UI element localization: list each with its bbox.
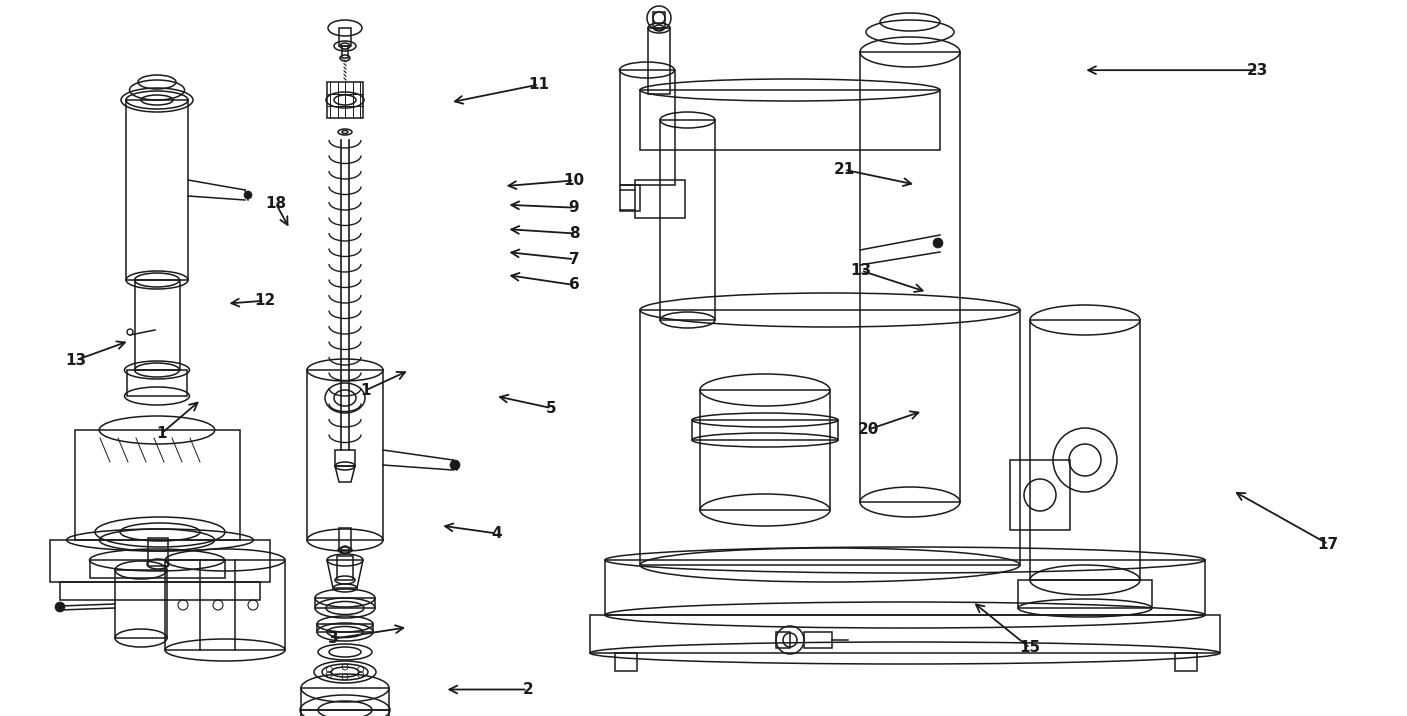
Text: 9: 9 [568, 200, 580, 215]
Text: 7: 7 [568, 252, 580, 266]
Text: 4: 4 [491, 526, 502, 541]
Text: 17: 17 [1317, 537, 1339, 551]
Bar [777, 632, 789, 648]
Bar [301, 710, 388, 716]
Circle shape [450, 460, 460, 470]
Bar [148, 538, 167, 566]
Bar [115, 570, 167, 638]
Text: 8: 8 [568, 226, 580, 241]
Circle shape [55, 602, 65, 612]
Bar [701, 390, 830, 510]
Bar [640, 310, 1020, 565]
Bar [338, 556, 353, 580]
Text: 1: 1 [156, 426, 167, 440]
Text: 10: 10 [563, 173, 585, 188]
Text: 2: 2 [522, 682, 533, 697]
Text: 23: 23 [1247, 63, 1269, 77]
Bar [317, 624, 373, 632]
Bar [1030, 320, 1140, 580]
Bar [339, 528, 350, 550]
Bar [335, 450, 355, 466]
Text: 12: 12 [253, 294, 276, 308]
Bar [653, 12, 666, 28]
Text: 20: 20 [857, 422, 879, 437]
Bar [315, 598, 376, 608]
Bar [615, 653, 637, 671]
Bar [1010, 460, 1069, 530]
Bar [1019, 580, 1152, 608]
Text: 1: 1 [360, 383, 371, 397]
Bar [342, 46, 348, 58]
Text: 13: 13 [850, 263, 872, 278]
Bar [165, 560, 286, 650]
Bar [1175, 653, 1197, 671]
Bar [127, 370, 187, 396]
Bar [635, 180, 685, 218]
Bar [301, 688, 388, 710]
Bar [135, 280, 180, 370]
Text: 6: 6 [568, 278, 580, 292]
Text: 15: 15 [1019, 641, 1041, 655]
Text: 5: 5 [546, 401, 557, 415]
Circle shape [933, 238, 943, 248]
Bar [620, 185, 640, 211]
Bar [660, 120, 715, 320]
Text: 18: 18 [265, 196, 287, 211]
Bar [339, 28, 350, 46]
Bar [640, 90, 940, 150]
Circle shape [127, 329, 134, 335]
Circle shape [243, 191, 252, 199]
Bar [75, 430, 241, 540]
Bar [326, 82, 363, 118]
Bar [620, 70, 675, 185]
Text: 13: 13 [65, 353, 87, 367]
Bar [605, 560, 1204, 615]
Bar [61, 582, 260, 600]
Bar [803, 632, 832, 648]
Bar [51, 540, 270, 582]
Text: 3: 3 [328, 632, 339, 646]
Bar [692, 420, 839, 440]
Text: 11: 11 [529, 77, 549, 92]
Bar [307, 370, 383, 540]
Bar [860, 52, 960, 502]
Bar [649, 28, 670, 94]
Bar [590, 615, 1220, 653]
Bar [90, 560, 225, 578]
Text: 21: 21 [833, 163, 855, 177]
Bar [127, 100, 189, 280]
